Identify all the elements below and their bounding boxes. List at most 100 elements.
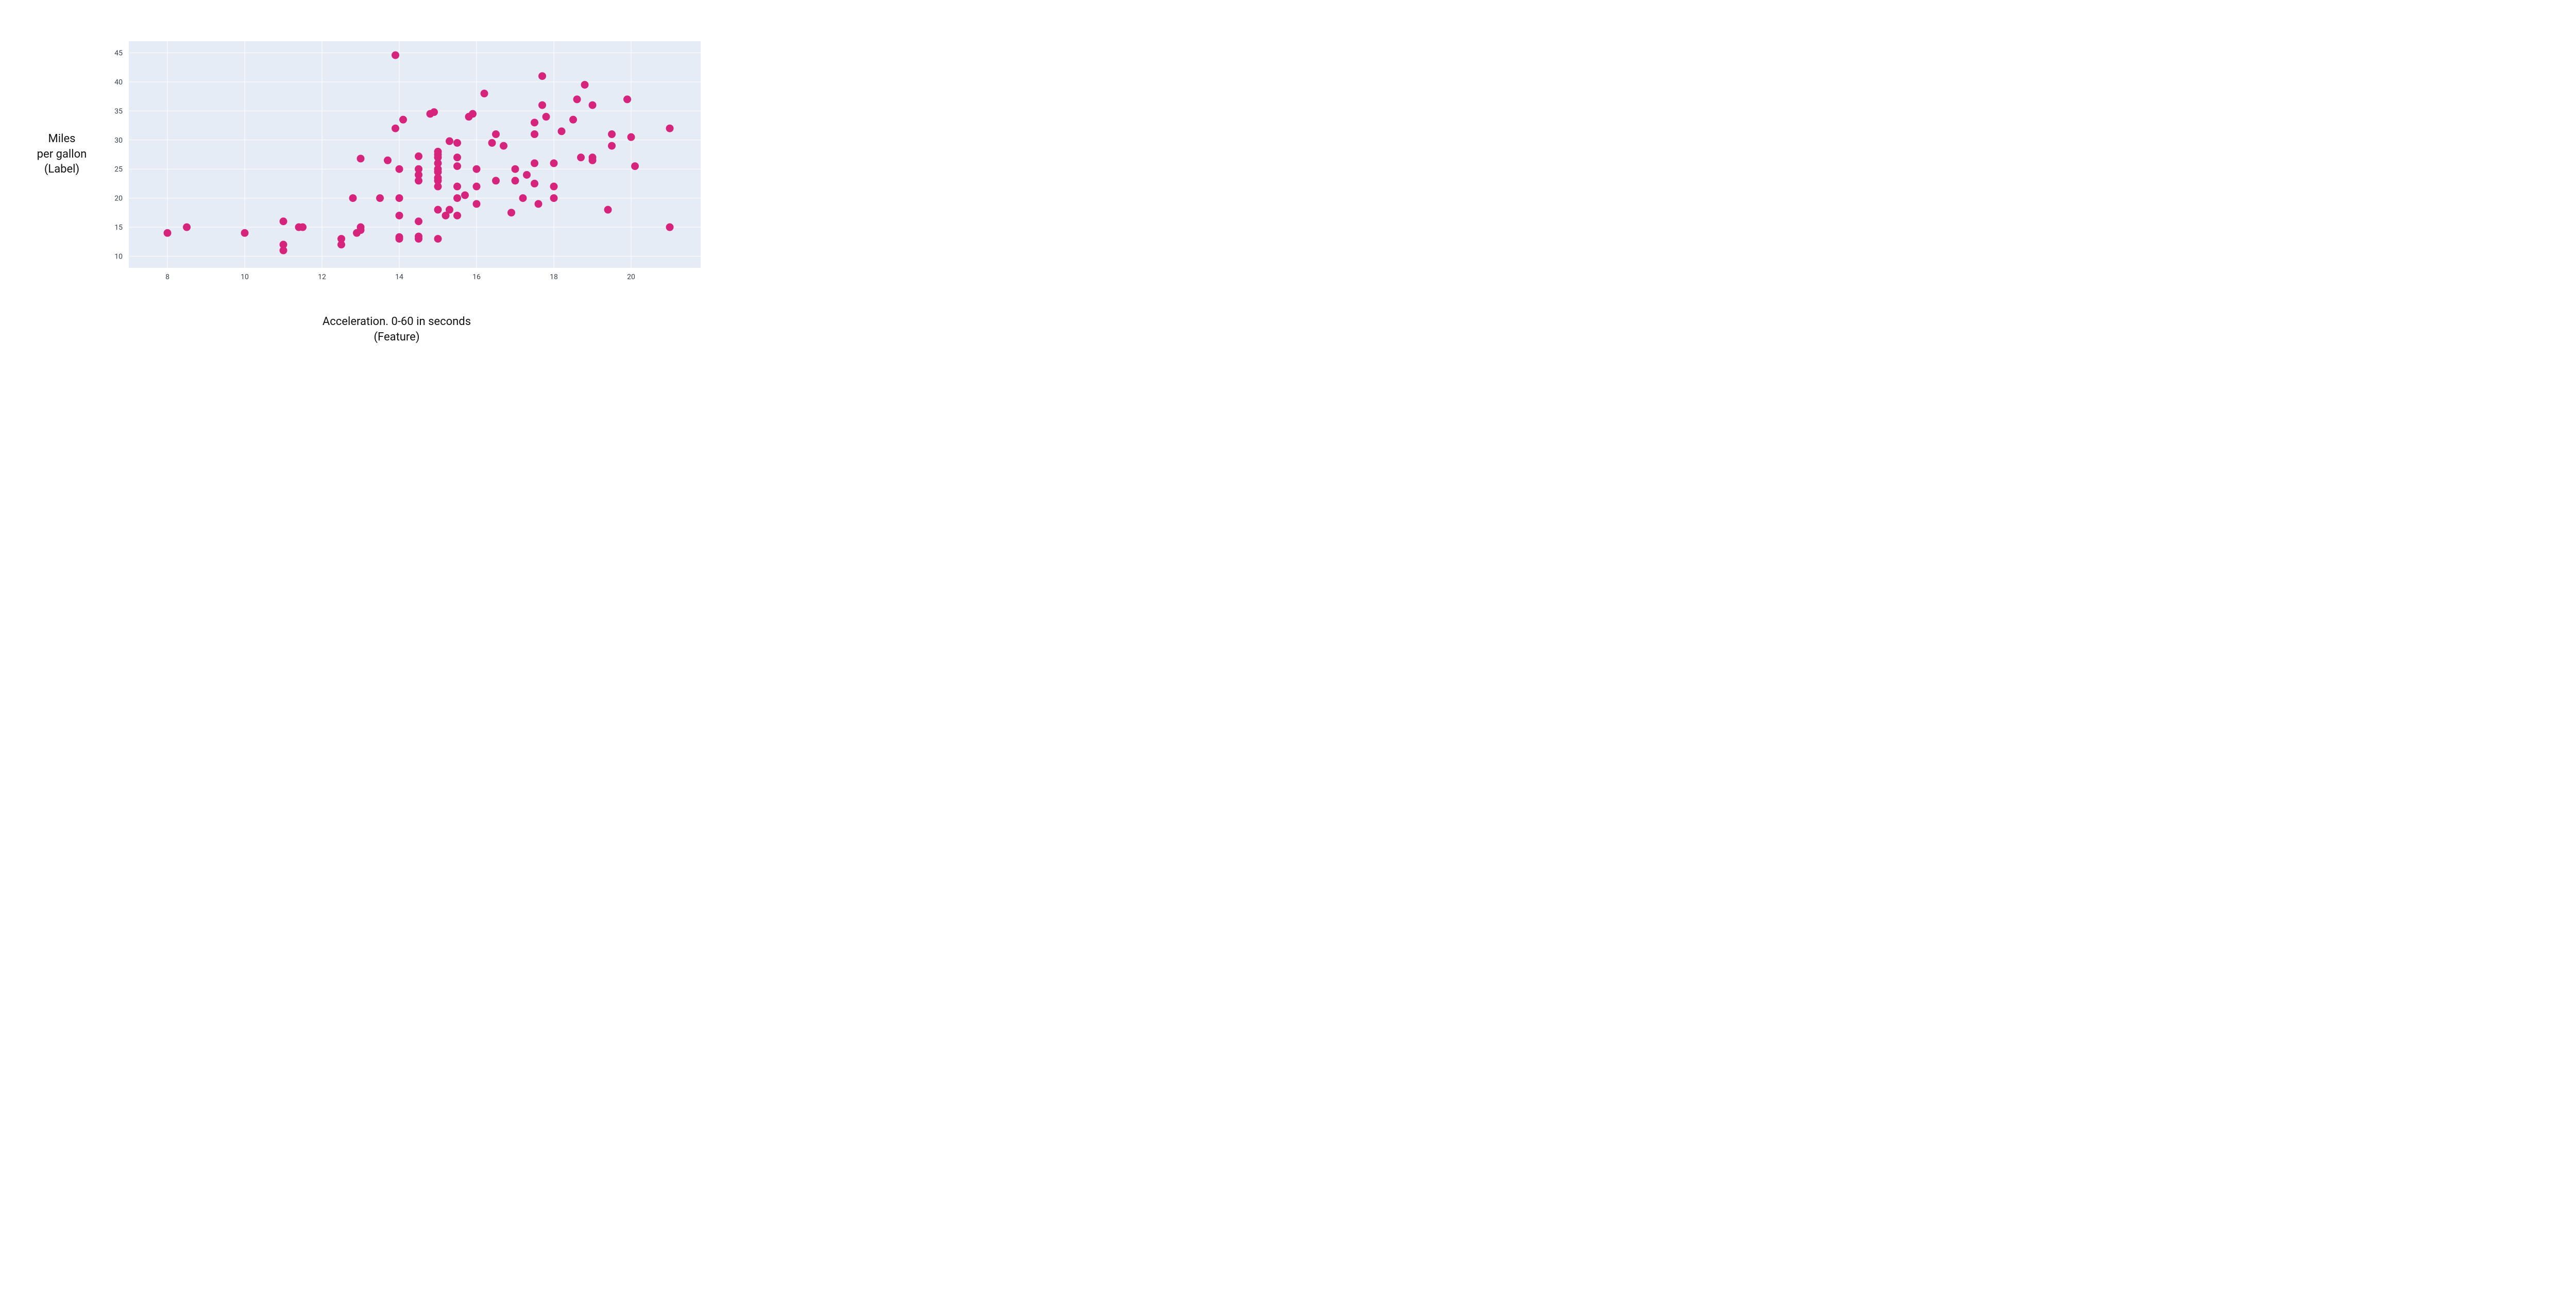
y-tick-label: 30 <box>114 136 123 145</box>
scatter-point <box>488 139 496 147</box>
scatter-point <box>396 233 403 241</box>
scatter-point <box>453 212 461 219</box>
x-tick-label: 8 <box>165 273 170 281</box>
y-tick-label: 45 <box>114 49 123 58</box>
scatter-point <box>500 142 507 150</box>
scatter-point <box>473 200 481 208</box>
scatter-point <box>608 130 616 138</box>
scatter-point <box>280 217 287 225</box>
scatter-point <box>608 142 616 150</box>
scatter-point <box>531 159 538 167</box>
scatter-point <box>623 95 631 103</box>
scatter-point <box>241 229 249 237</box>
scatter-point <box>396 194 403 202</box>
scatter-point <box>453 162 461 170</box>
scatter-point <box>446 138 453 145</box>
plot-background <box>129 41 701 268</box>
chart-svg: 8 10 12 14 16 18 20 10 15 20 25 30 35 40 45 <box>103 36 711 283</box>
x-ticks: 8 10 12 14 16 18 20 <box>165 273 635 281</box>
scatter-point <box>164 229 172 237</box>
scatter-point <box>396 165 403 173</box>
scatter-point <box>446 206 453 214</box>
scatter-point <box>531 180 538 187</box>
scatter-point <box>357 226 365 234</box>
y-tick-label: 25 <box>114 165 123 174</box>
y-tick-label: 20 <box>114 195 123 203</box>
scatter-chart: 8 10 12 14 16 18 20 10 15 20 25 30 35 40 45 <box>103 36 711 283</box>
scatter-point <box>481 90 488 97</box>
scatter-point <box>535 200 543 208</box>
page: Miles per gallon (Label) 810121416182010… <box>0 0 793 379</box>
scatter-point <box>337 241 345 248</box>
scatter-point <box>280 247 287 254</box>
x-tick-label: 10 <box>241 273 249 281</box>
scatter-point <box>434 206 442 214</box>
scatter-point <box>415 152 422 160</box>
y-ticks: 10 15 20 25 30 35 40 45 <box>114 49 123 261</box>
scatter-point <box>631 162 639 170</box>
scatter-point <box>519 194 527 202</box>
scatter-point <box>589 101 597 109</box>
y-tick-label: 40 <box>114 78 123 87</box>
scatter-point <box>577 153 585 161</box>
x-tick-label: 12 <box>318 273 326 281</box>
scatter-point <box>349 194 357 202</box>
x-axis-label-line2: (Feature) <box>374 331 420 344</box>
scatter-point <box>550 183 558 191</box>
scatter-point <box>415 165 422 173</box>
scatter-point <box>666 224 674 231</box>
scatter-point <box>543 113 550 121</box>
scatter-point <box>396 212 403 219</box>
scatter-point <box>453 139 461 147</box>
x-tick-label: 20 <box>627 273 635 281</box>
scatter-point <box>604 206 612 214</box>
scatter-point <box>384 157 392 164</box>
x-tick-label: 14 <box>395 273 403 281</box>
scatter-point <box>392 52 399 59</box>
scatter-point <box>415 217 422 225</box>
scatter-point <box>569 116 577 124</box>
scatter-point <box>469 110 477 118</box>
scatter-point <box>434 235 442 243</box>
scatter-point <box>183 224 191 231</box>
scatter-point <box>399 116 407 124</box>
scatter-point <box>453 153 461 161</box>
scatter-point <box>628 133 635 141</box>
scatter-point <box>430 108 438 116</box>
scatter-point <box>473 165 481 173</box>
scatter-point <box>376 194 384 202</box>
scatter-point <box>538 72 546 80</box>
y-axis-label-line2: per gallon <box>37 148 87 161</box>
y-tick-label: 10 <box>114 252 123 261</box>
scatter-point <box>492 130 500 138</box>
y-tick-label: 35 <box>114 107 123 115</box>
scatter-point <box>392 125 399 132</box>
y-tick-label: 15 <box>114 224 123 232</box>
scatter-point <box>531 118 538 126</box>
scatter-point <box>453 183 461 191</box>
y-axis-label: Miles per gallon (Label) <box>21 131 103 177</box>
scatter-point <box>558 127 566 135</box>
scatter-point <box>473 183 481 191</box>
scatter-point <box>299 224 307 231</box>
scatter-point <box>512 177 519 184</box>
scatter-point <box>666 125 674 132</box>
x-tick-label: 16 <box>472 273 481 281</box>
scatter-point <box>550 194 558 202</box>
y-axis-label-line1: Miles <box>48 132 76 145</box>
x-tick-label: 18 <box>550 273 558 281</box>
scatter-point <box>507 209 515 216</box>
scatter-point <box>538 101 546 109</box>
x-axis-label-line1: Acceleration. 0-60 in seconds <box>323 315 471 328</box>
scatter-point <box>531 130 538 138</box>
scatter-point <box>434 148 442 156</box>
scatter-point <box>461 191 469 199</box>
scatter-point <box>523 171 531 179</box>
scatter-point <box>492 177 500 184</box>
scatter-point <box>550 159 558 167</box>
scatter-point <box>573 95 581 103</box>
scatter-point <box>415 233 422 241</box>
y-axis-label-line3: (Label) <box>44 163 79 176</box>
scatter-point <box>581 81 589 89</box>
scatter-point <box>357 155 365 162</box>
